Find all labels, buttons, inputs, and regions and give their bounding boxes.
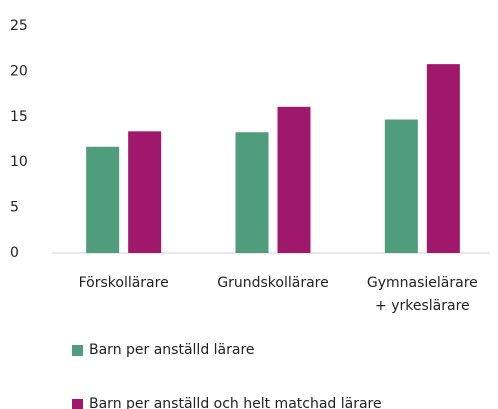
bar (384, 119, 418, 253)
y-tick-label: 20 (10, 63, 28, 79)
legend-swatch (72, 398, 83, 409)
bar (128, 131, 162, 253)
y-tick-label: 0 (10, 245, 19, 261)
legend-swatch (72, 344, 83, 356)
legend-label: Barn per anställd och helt matchad lärar… (89, 396, 382, 409)
bar (86, 146, 120, 253)
y-tick-label: 5 (10, 200, 19, 216)
x-tick-label: Förskollärare (78, 275, 169, 291)
y-tick-label: 10 (10, 154, 28, 170)
legend-item: Barn per anställd lärare (72, 342, 255, 358)
legend-label: Barn per anställd lärare (89, 342, 255, 358)
legend-item: Barn per anställd och helt matchad lärar… (72, 396, 382, 409)
y-tick-label: 25 (10, 18, 28, 34)
x-tick-label: Gymnasielärare + yrkeslärare (366, 275, 478, 314)
bar (426, 64, 460, 253)
bar (235, 132, 269, 253)
bar (277, 106, 311, 253)
x-tick-label: Grundskollärare (217, 275, 329, 291)
y-tick-label: 15 (10, 109, 28, 125)
